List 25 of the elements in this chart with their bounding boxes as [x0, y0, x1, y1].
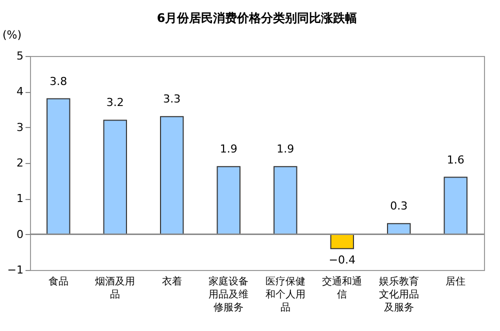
y-tick-label: 2	[16, 156, 24, 170]
data-label: 1.9	[276, 142, 294, 156]
data-label: 3.8	[50, 74, 68, 88]
y-tick-label: −1	[7, 264, 24, 276]
x-tick-label: 居住	[446, 276, 466, 288]
data-label: 1.6	[446, 153, 464, 166]
x-tick-label: 衣着	[162, 276, 182, 288]
y-tick-label: 3	[16, 120, 24, 134]
data-label: 1.9	[220, 142, 238, 156]
y-tick-label: 5	[16, 50, 24, 62]
x-tick-label: 医疗保健和个人用品	[265, 276, 306, 314]
data-label: 3.3	[163, 92, 181, 106]
x-tick-label: 食品	[48, 276, 68, 288]
y-tick-label: 0	[16, 228, 24, 241]
chart-title: 6月份居民消费价格分类别同比涨跌幅	[156, 11, 358, 25]
x-tick-label: 家庭设备用品及维修服务	[208, 276, 249, 314]
data-label: −0.4	[328, 254, 356, 267]
x-tick-label: 烟酒及用品	[95, 276, 136, 300]
data-label: 3.2	[106, 96, 124, 110]
x-tick-label: 交通和通信	[322, 276, 362, 300]
data-label: 0.3	[390, 200, 408, 213]
y-axis-title: (%)	[2, 28, 22, 42]
x-tick-label: 娱乐教育文化用品及服务	[378, 276, 419, 314]
y-tick-label: 1	[16, 192, 24, 206]
y-tick-label: 4	[16, 85, 24, 98]
